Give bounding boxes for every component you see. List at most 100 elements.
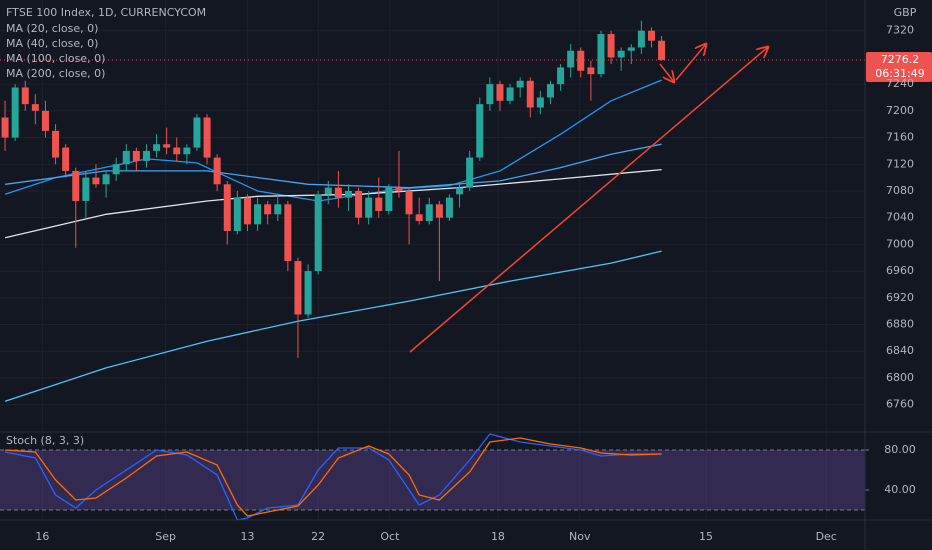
candle-body <box>557 67 565 85</box>
candle-body <box>456 187 464 195</box>
legend-entry: MA (20, close, 0) <box>6 22 98 35</box>
stoch-line <box>4 433 662 521</box>
candle-body <box>183 147 191 155</box>
indicator-pane <box>0 433 869 521</box>
y-tick-label: 80.00 <box>884 443 916 456</box>
y-tick-label: 6960 <box>886 264 914 277</box>
candle-body <box>82 177 90 201</box>
stoch-band <box>0 450 865 510</box>
legend-entry: MA (40, close, 0) <box>6 37 98 50</box>
candle-body <box>395 187 403 191</box>
candle-body <box>506 87 514 101</box>
stoch-line <box>5 437 662 517</box>
moving-average <box>4 250 662 402</box>
chart-title: FTSE 100 Index, 1D, CURRENCYCOM <box>6 6 206 19</box>
candle-body <box>112 164 120 175</box>
candle-body <box>637 30 645 48</box>
candle-body <box>577 50 585 71</box>
x-tick-label: 16 <box>35 530 49 543</box>
arrow-down <box>659 63 674 82</box>
y-tick-label: 6760 <box>886 398 914 411</box>
candle-body <box>476 104 484 158</box>
legend-entry: MA (200, close, 0) <box>6 67 105 80</box>
candle-body <box>122 150 130 165</box>
moving-average <box>4 168 662 239</box>
candle-body <box>62 147 70 171</box>
moving-average <box>5 143 662 189</box>
candle-body <box>193 117 201 148</box>
candle-body <box>607 34 615 58</box>
x-tick-label: Dec <box>816 530 837 543</box>
x-tick-label: 22 <box>311 530 325 543</box>
y-tick-label: 40.00 <box>884 483 916 496</box>
candle-body <box>425 204 433 222</box>
candle-body <box>233 197 241 232</box>
drawings <box>409 44 768 353</box>
candle-body <box>658 40 666 60</box>
price-tag <box>866 51 932 82</box>
candle-body <box>142 150 150 161</box>
legend-entry: MA (100, close, 0) <box>6 52 105 65</box>
y-tick-label: 6880 <box>886 318 914 331</box>
candle-body <box>375 197 383 211</box>
candle-body <box>466 157 474 188</box>
grid <box>0 0 865 520</box>
panes <box>0 20 869 521</box>
x-tick-label: Oct <box>380 530 400 543</box>
y-tick-label: 7040 <box>886 211 914 224</box>
candle-body <box>546 84 554 98</box>
y-tick-label: 6800 <box>886 371 914 384</box>
y-tick-label: 7160 <box>886 131 914 144</box>
price-pane <box>0 20 865 402</box>
candle-body <box>72 170 80 201</box>
candle-body <box>567 50 575 68</box>
candle-body <box>435 204 443 218</box>
price-tag-value: 7276.2 <box>881 53 920 66</box>
candle-body <box>526 80 534 108</box>
candle-body <box>153 144 161 151</box>
candle-body <box>647 30 655 41</box>
candle-body <box>516 80 524 88</box>
candle-body <box>344 190 352 198</box>
y-tick-label: 7120 <box>886 157 914 170</box>
candle-body <box>173 147 181 155</box>
x-tick-label: Nov <box>569 530 591 543</box>
candle-body <box>213 157 221 185</box>
candle-body <box>11 87 19 138</box>
candle-body <box>21 87 29 105</box>
y-tick-label: 7200 <box>886 104 914 117</box>
candle-body <box>294 261 302 315</box>
candle-body <box>52 130 60 158</box>
y-tick-label: 7080 <box>886 184 914 197</box>
trend-line <box>409 47 768 353</box>
candle-body <box>597 34 605 75</box>
candle-body <box>617 50 625 58</box>
candle-body <box>627 47 635 51</box>
candle-body <box>486 84 494 105</box>
candle-body <box>536 97 544 108</box>
candle-body <box>31 104 39 111</box>
candle-body <box>304 271 312 315</box>
price-tag-countdown: 06:31:49 <box>875 67 924 80</box>
y-tick-label: 7240 <box>886 77 914 90</box>
candle-body <box>365 197 373 218</box>
candle-body <box>324 187 332 195</box>
candle-body <box>132 150 140 161</box>
candle-body <box>415 214 423 222</box>
candle-body <box>163 144 171 148</box>
candle-body <box>1 117 9 138</box>
y-tick-label: 6840 <box>886 344 914 357</box>
y-tick-label: 7000 <box>886 237 914 250</box>
x-tick-label: 18 <box>491 530 505 543</box>
candle-body <box>274 204 282 215</box>
y-tick-label: 7320 <box>886 24 914 37</box>
indicator-title: Stoch (8, 3, 3) <box>6 434 84 447</box>
arrow-up <box>675 44 706 81</box>
currency: GBP <box>894 6 917 19</box>
candle-body <box>284 204 292 262</box>
candle-body <box>243 197 251 225</box>
candle-body <box>405 190 413 215</box>
overlay-top: 7276.206:31:49 <box>866 51 932 82</box>
x-tick-label: Sep <box>155 530 176 543</box>
